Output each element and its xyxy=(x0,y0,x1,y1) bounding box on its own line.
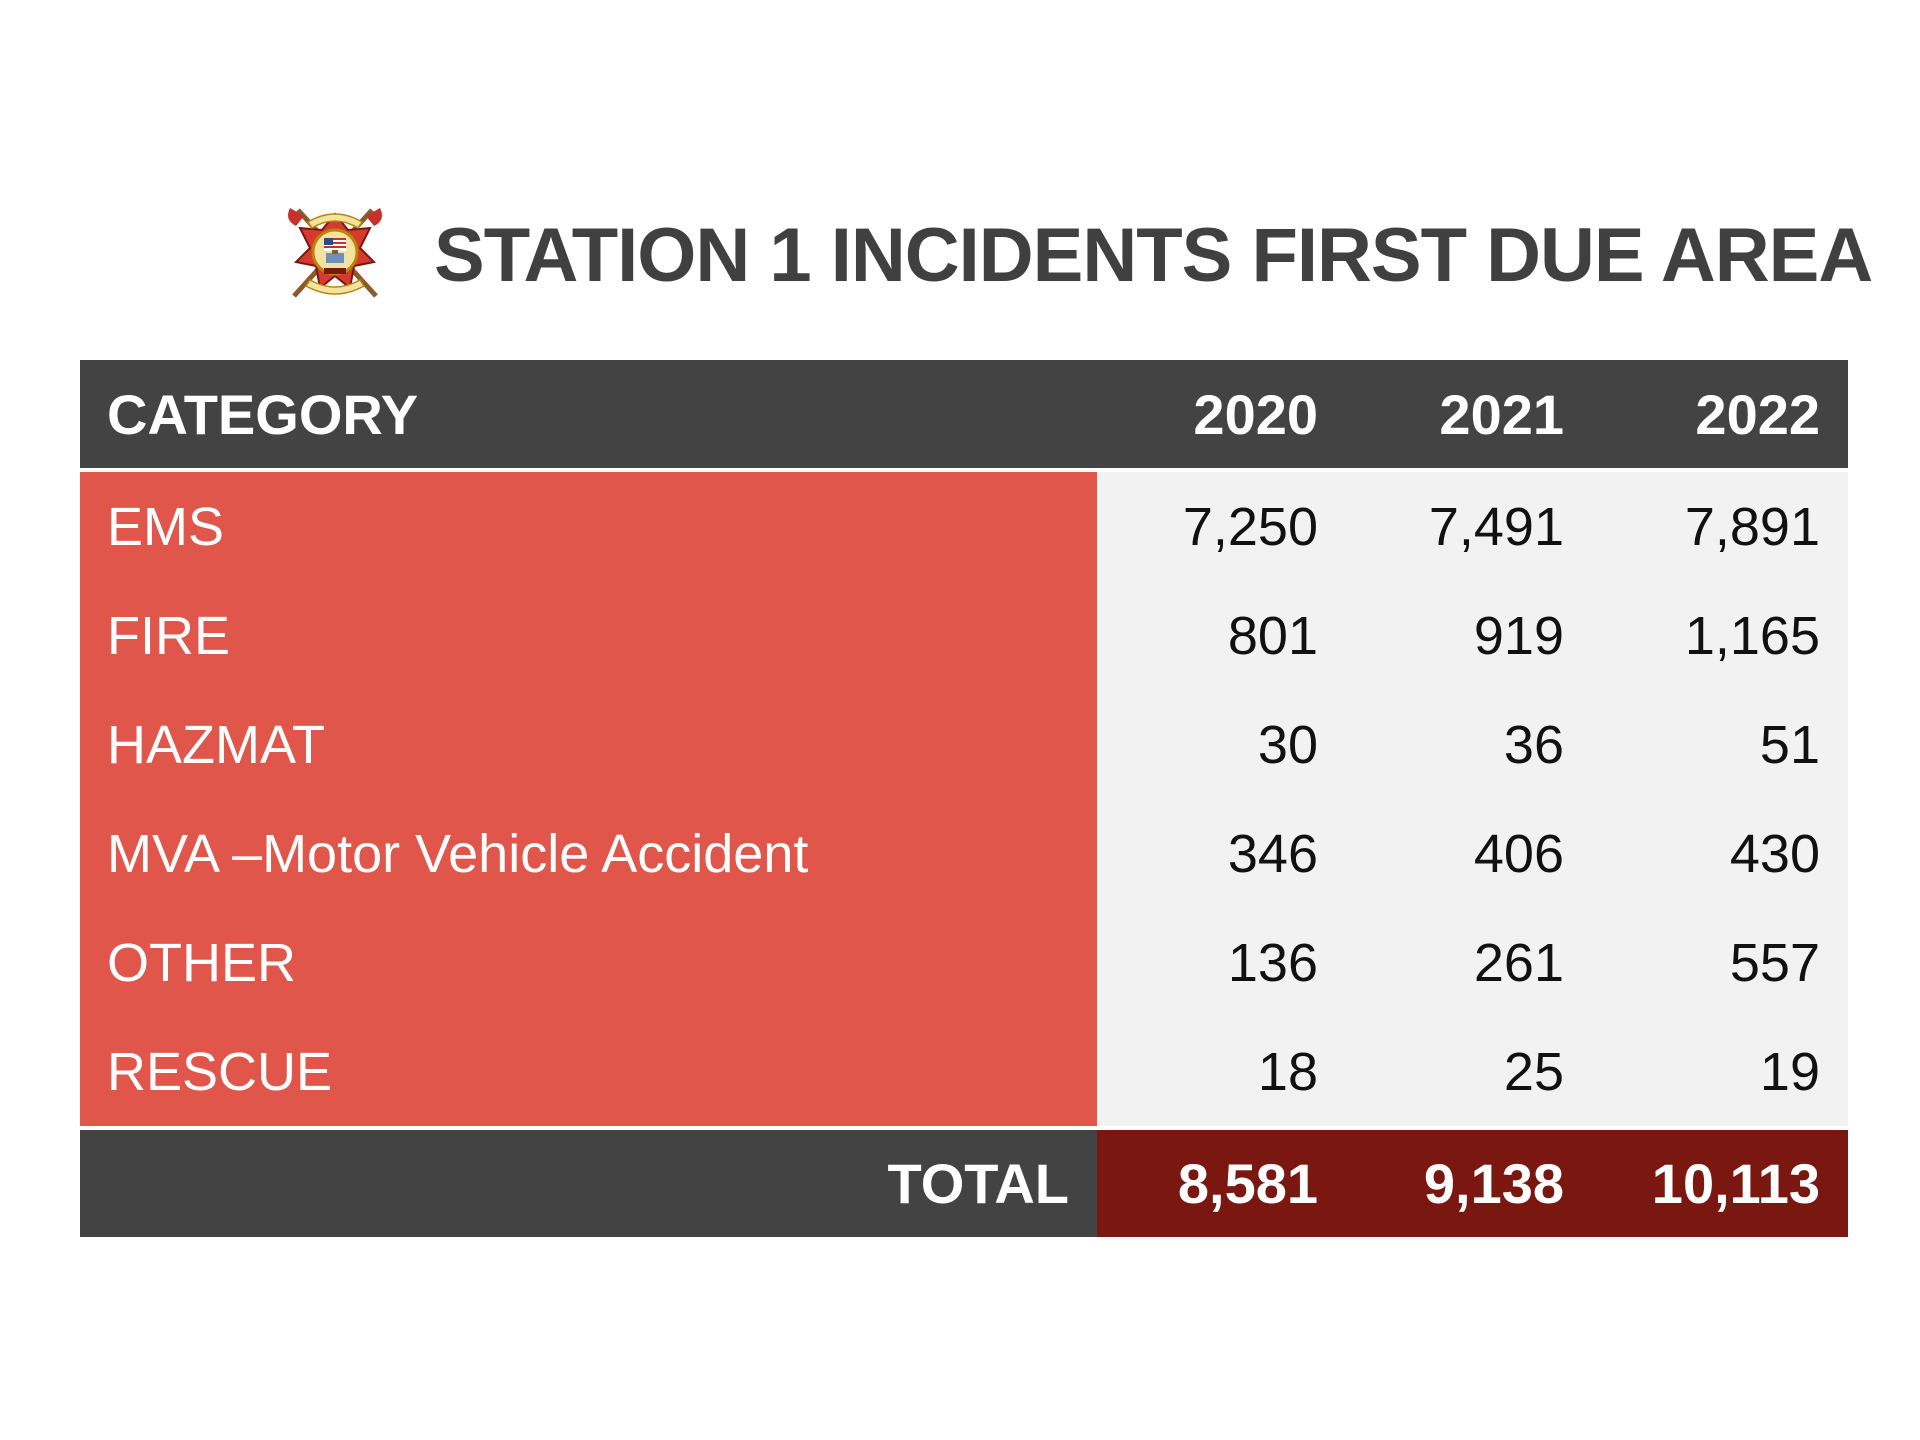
table-row-fire: FIRE 801 919 1,165 xyxy=(80,581,1848,690)
row-label: HAZMAT xyxy=(80,690,1097,799)
row-label: FIRE xyxy=(80,581,1097,690)
row-label: RESCUE xyxy=(80,1017,1097,1126)
cell-value: 36 xyxy=(1503,714,1564,775)
cell-value: 261 xyxy=(1473,932,1564,993)
table-total-row: TOTAL 8,581 9,138 10,113 xyxy=(80,1130,1848,1237)
incidents-table: CATEGORY 2020 2021 2022 EMS 7,250 7,491 … xyxy=(80,360,1848,1237)
total-value-2021: 9,138 xyxy=(1423,1152,1564,1215)
cell-value: 25 xyxy=(1503,1041,1564,1102)
cell-value: 406 xyxy=(1473,823,1564,884)
page-title: STATION 1 INCIDENTS FIRST DUE AREA xyxy=(434,212,1873,298)
cell-value: 801 xyxy=(1227,605,1318,666)
cell-value: 430 xyxy=(1729,823,1820,884)
cell-value: 136 xyxy=(1227,932,1318,993)
cell-value: 18 xyxy=(1257,1041,1318,1102)
cell-value: 7,891 xyxy=(1684,496,1820,557)
cell-value: 919 xyxy=(1473,605,1564,666)
total-value-2020: 8,581 xyxy=(1177,1152,1318,1215)
title-bar: STATION 1 INCIDENTS FIRST DUE AREA xyxy=(280,200,1873,310)
cell-value: 19 xyxy=(1759,1041,1820,1102)
table-row-other: OTHER 136 261 557 xyxy=(80,908,1848,1017)
cell-value: 7,491 xyxy=(1428,496,1564,557)
cell-value: 1,165 xyxy=(1684,605,1820,666)
table-header-row: CATEGORY 2020 2021 2022 xyxy=(80,360,1848,468)
total-value-2022: 10,113 xyxy=(1651,1152,1820,1215)
cell-value: 51 xyxy=(1759,714,1820,775)
column-header-2021: 2021 xyxy=(1439,382,1564,446)
row-label: MVA –Motor Vehicle Accident xyxy=(80,799,1097,908)
table-row-hazmat: HAZMAT 30 36 51 xyxy=(80,690,1848,799)
table-row-ems: EMS 7,250 7,491 7,891 xyxy=(80,472,1848,581)
column-header-2020: 2020 xyxy=(1193,382,1318,446)
cell-value: 30 xyxy=(1257,714,1318,775)
cell-value: 557 xyxy=(1729,932,1820,993)
table-body: EMS 7,250 7,491 7,891 FIRE 801 919 1,165… xyxy=(80,472,1848,1126)
row-label: OTHER xyxy=(80,908,1097,1017)
table-row-mva: MVA –Motor Vehicle Accident 346 406 430 xyxy=(80,799,1848,908)
fire-department-badge-icon xyxy=(288,208,382,298)
cell-value: 7,250 xyxy=(1182,496,1318,557)
column-header-category: CATEGORY xyxy=(107,382,419,446)
total-label: TOTAL xyxy=(80,1130,1097,1237)
cell-value: 346 xyxy=(1227,823,1318,884)
row-label: EMS xyxy=(80,472,1097,581)
column-header-2022: 2022 xyxy=(1695,382,1820,446)
table-row-rescue: RESCUE 18 25 19 xyxy=(80,1017,1848,1126)
